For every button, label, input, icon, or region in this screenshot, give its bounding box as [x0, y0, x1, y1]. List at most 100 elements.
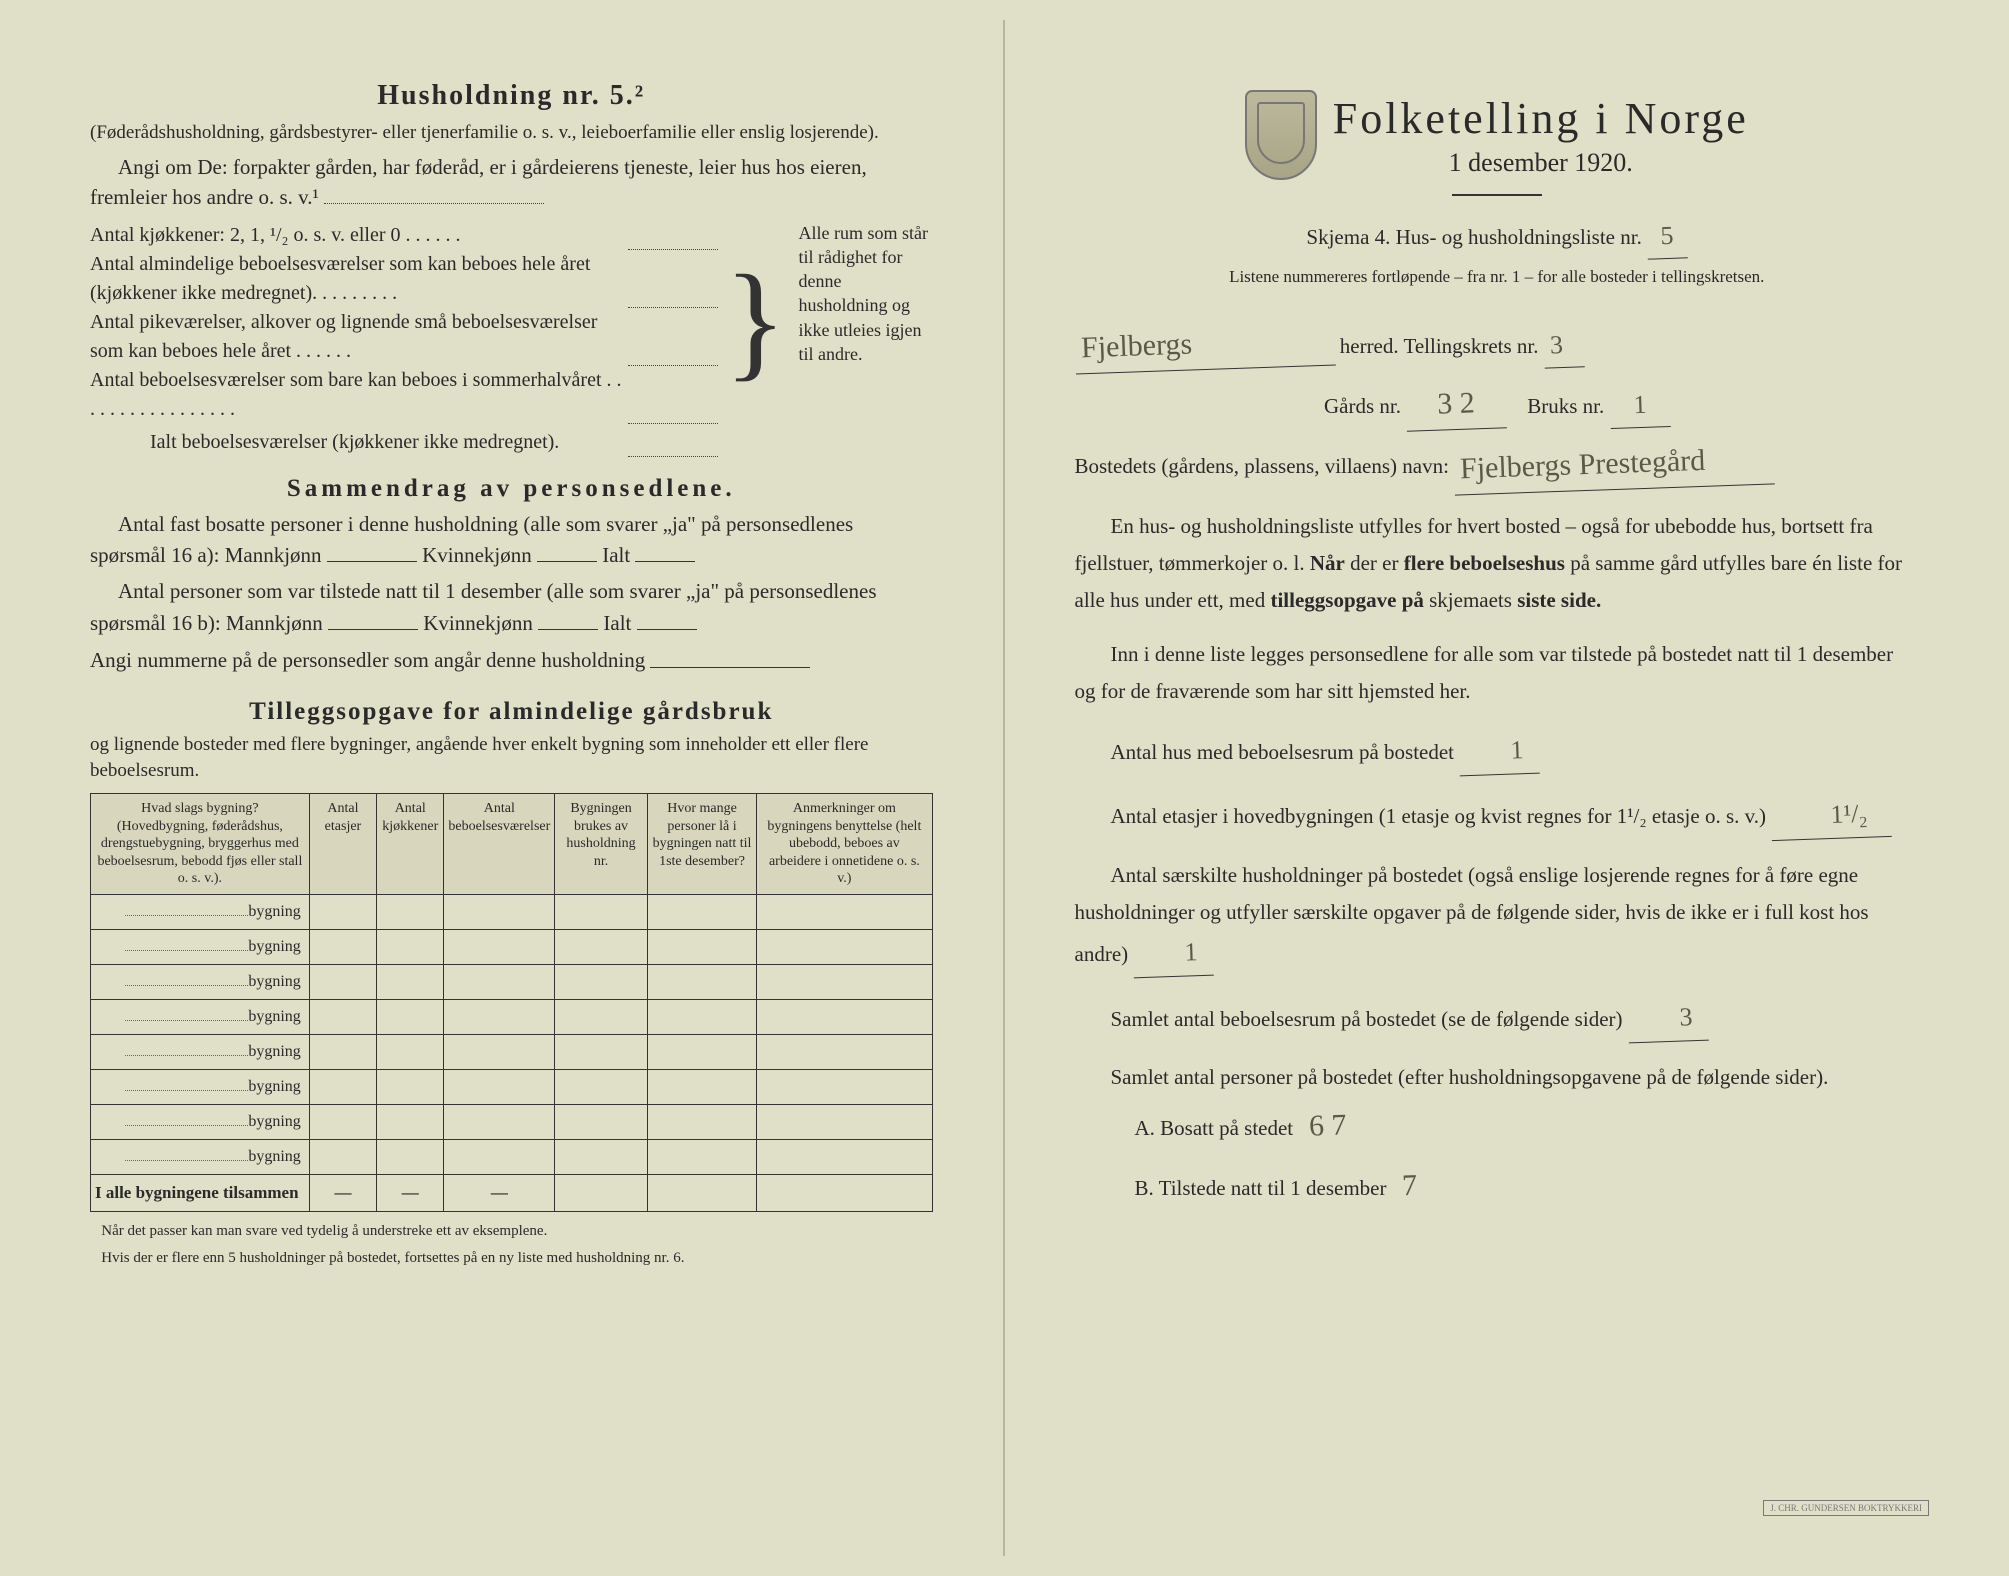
table-cell [309, 964, 376, 999]
q1-label: Antal hus med beboelsesrum på bostedet [1111, 740, 1455, 764]
dot-fill [628, 308, 718, 366]
ab-a-line: A. Bosatt på stedet 6 7 [1135, 1096, 1920, 1156]
table-cell [555, 1104, 648, 1139]
q4-label: Samlet antal beboelsesrum på bostedet (s… [1111, 1007, 1623, 1031]
table-cell [444, 894, 555, 929]
gards-line: Gårds nr. 3 2 Bruks nr. 1 [1075, 378, 1920, 430]
curly-brace-icon: } [718, 221, 792, 457]
q4-line: Samlet antal beboelsesrum på bostedet (s… [1075, 995, 1920, 1042]
table-cell [647, 929, 756, 964]
table-cell [309, 894, 376, 929]
angi-de-text: Angi om De: forpakter gården, har føderå… [90, 155, 867, 209]
table-cell [647, 894, 756, 929]
table-cell [757, 929, 932, 964]
table-cell [377, 964, 444, 999]
bygning-label-cell: bygning [91, 1104, 310, 1139]
ab-b-line: B. Tilstede natt til 1 desember 7 [1135, 1156, 1920, 1216]
skjema-label: Skjema 4. Hus- og husholdningsliste nr. [1306, 225, 1641, 249]
fn2-text: Hvis der er flere enn 5 husholdninger på… [101, 1250, 684, 1266]
title-text-block: Folketelling i Norge 1 desember 1920. [1333, 93, 1749, 178]
table-cell [377, 1034, 444, 1069]
herred-label: herred. Tellingskrets nr. [1340, 334, 1539, 358]
coat-of-arms-icon [1245, 90, 1317, 180]
table-cell [377, 999, 444, 1034]
blank-numbers [650, 644, 810, 667]
table-cell [647, 1104, 756, 1139]
blank-line [324, 203, 544, 204]
table-cell [555, 1034, 648, 1069]
husholdning-paren: (Føderådshusholdning, gårdsbestyrer- ell… [90, 120, 933, 146]
table-row: bygning [91, 964, 933, 999]
table-cell [757, 1104, 932, 1139]
table-row: bygning [91, 1034, 933, 1069]
bracket-row-0: Antal kjøkkener: 2, 1, ¹/₂ o. s. v. elle… [90, 221, 622, 250]
bosted-label: Bostedets (gårdens, plassens, villaens) … [1075, 454, 1449, 478]
bracket-right-text: Alle rum som står til rådighet for denne… [793, 221, 933, 457]
title-block: Folketelling i Norge 1 desember 1920. [1075, 90, 1920, 180]
table-cell [757, 1139, 932, 1174]
s1-ialt: Ialt [602, 543, 630, 567]
right-para-1: En hus- og husholdningsliste utfylles fo… [1075, 508, 1920, 618]
sammendrag-line-2: Antal personer som var tilstede natt til… [90, 576, 933, 638]
gards-label: Gårds nr. [1324, 394, 1401, 418]
total-label-cell: I alle bygningene tilsammen [91, 1174, 310, 1211]
bygning-table: Hvad slags bygning? (Hovedbygning, føder… [90, 793, 933, 1212]
table-cell [444, 1139, 555, 1174]
table-cell [377, 1139, 444, 1174]
table-cell [377, 929, 444, 964]
bygning-label-cell: bygning [91, 1069, 310, 1104]
footnote-1: Når det passer kan man svare ved tydelig… [90, 1222, 933, 1242]
printer-mark: J. CHR. GUNDERSEN BOKTRYKKERI [1763, 1500, 1929, 1516]
bracket-row-1: Antal almindelige beboelsesværelser som … [90, 250, 622, 308]
bruks-label: Bruks nr. [1527, 394, 1604, 418]
q3-value: 1 [1133, 929, 1215, 978]
bygning-label-cell: bygning [91, 929, 310, 964]
dot-fill [628, 428, 718, 457]
q1-line: Antal hus med beboelsesrum på bostedet 1 [1075, 728, 1920, 775]
ab-a-label: A. Bosatt på stedet [1135, 1116, 1294, 1140]
table-cell [309, 1104, 376, 1139]
table-cell [555, 1139, 648, 1174]
tillegg-title: Tilleggsopgave for almindelige gårdsbruk [90, 698, 933, 726]
table-cell [647, 999, 756, 1034]
table-cell [555, 1069, 648, 1104]
bygning-label-cell: bygning [91, 964, 310, 999]
table-total-row: I alle bygningene tilsammen——— [91, 1174, 933, 1211]
table-header-row: Hvad slags bygning? (Hovedbygning, føder… [91, 794, 933, 895]
left-page: Husholdning nr. 5.² (Føderådshusholdning… [20, 20, 1005, 1556]
gards-nr-value: 3 2 [1405, 376, 1507, 431]
sammendrag-title: Sammendrag av personsedlene. [90, 475, 933, 503]
main-title: Folketelling i Norge [1333, 93, 1749, 144]
dot-fill [628, 366, 718, 424]
th-1: Antal etasjer [309, 794, 376, 895]
table-cell [377, 1069, 444, 1104]
blank-ialt2 [637, 607, 697, 630]
blank-mann2 [328, 607, 418, 630]
table-row: bygning [91, 894, 933, 929]
table-cell [647, 1034, 756, 1069]
census-date: 1 desember 1920. [1333, 148, 1749, 178]
table-cell [757, 894, 932, 929]
table-cell [377, 1104, 444, 1139]
s3-text: Angi nummerne på de personsedler som ang… [90, 649, 645, 673]
th-6: Anmerkninger om bygningens benyttelse (h… [757, 794, 932, 895]
q4-value: 3 [1627, 993, 1709, 1042]
s2-ialt: Ialt [603, 611, 631, 635]
table-cell [555, 999, 648, 1034]
table-cell: — [309, 1174, 376, 1211]
blank-kv [537, 539, 597, 562]
table-row: bygning [91, 1104, 933, 1139]
blank-ialt [635, 539, 695, 562]
table-cell [757, 1174, 932, 1211]
table-body: bygningbygningbygningbygningbygningbygni… [91, 894, 933, 1211]
table-cell [555, 929, 648, 964]
bygning-label-cell: bygning [91, 894, 310, 929]
bracket-block: Antal kjøkkener: 2, 1, ¹/₂ o. s. v. elle… [90, 221, 933, 457]
bracket-row-2: Antal pikeværelser, alkover og lignende … [90, 308, 622, 366]
table-cell: — [444, 1174, 555, 1211]
blank-mann [327, 539, 417, 562]
listene-note: Listene nummereres fortløpende – fra nr.… [1075, 263, 1920, 292]
table-cell [647, 1069, 756, 1104]
footnote-2: Hvis der er flere enn 5 husholdninger på… [90, 1249, 933, 1269]
table-row: bygning [91, 1139, 933, 1174]
